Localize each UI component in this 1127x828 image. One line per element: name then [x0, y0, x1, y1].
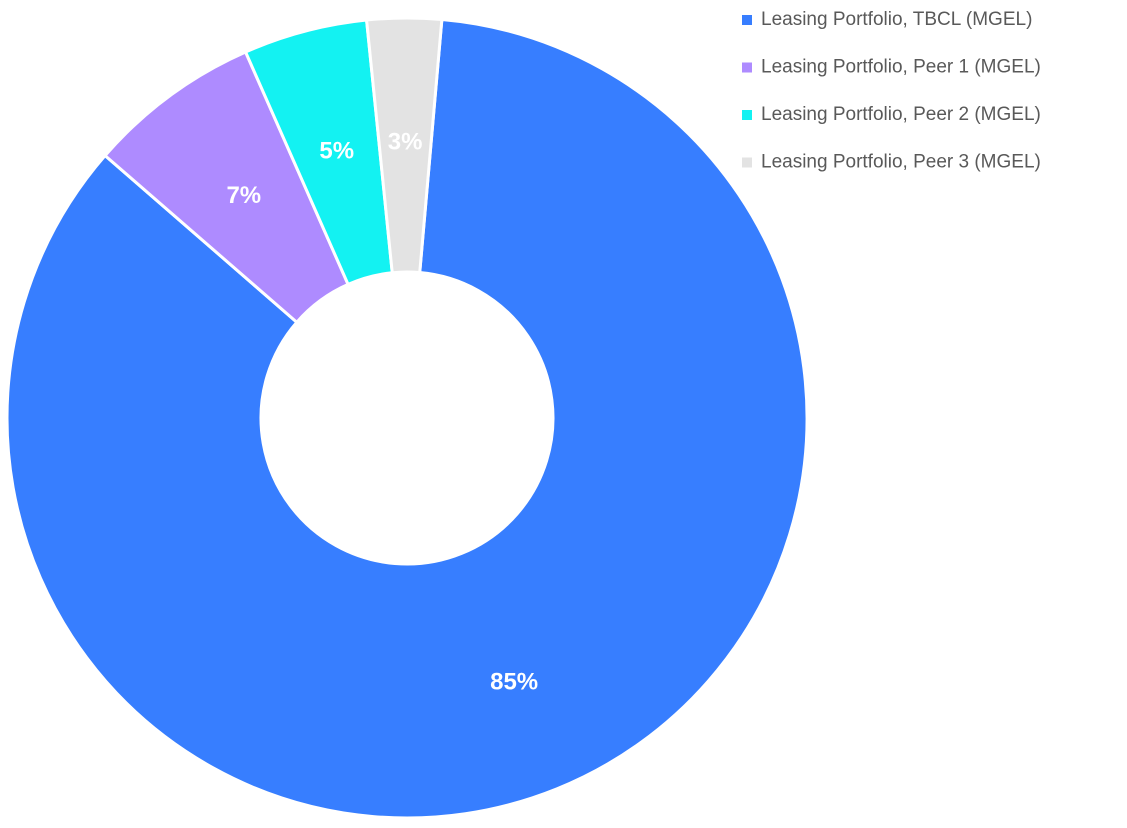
legend-swatch	[742, 15, 752, 25]
legend-swatch	[742, 110, 752, 120]
donut-slice	[364, 16, 444, 275]
legend-label: Leasing Portfolio, Peer 3 (MGEL)	[761, 152, 1041, 173]
legend-swatch	[742, 62, 752, 73]
legend-label: Leasing Portfolio, Peer 2 (MGEL)	[761, 104, 1041, 125]
data-label: 3%	[388, 128, 423, 155]
data-label: 5%	[319, 137, 354, 164]
donut-slice	[5, 17, 809, 820]
legend-swatch	[742, 157, 752, 168]
data-label: 85%	[490, 669, 538, 696]
legend-label: Leasing Portfolio, TBCL (MGEL)	[761, 9, 1032, 30]
data-label: 7%	[226, 182, 261, 209]
legend-label: Leasing Portfolio, Peer 1 (MGEL)	[761, 57, 1041, 78]
